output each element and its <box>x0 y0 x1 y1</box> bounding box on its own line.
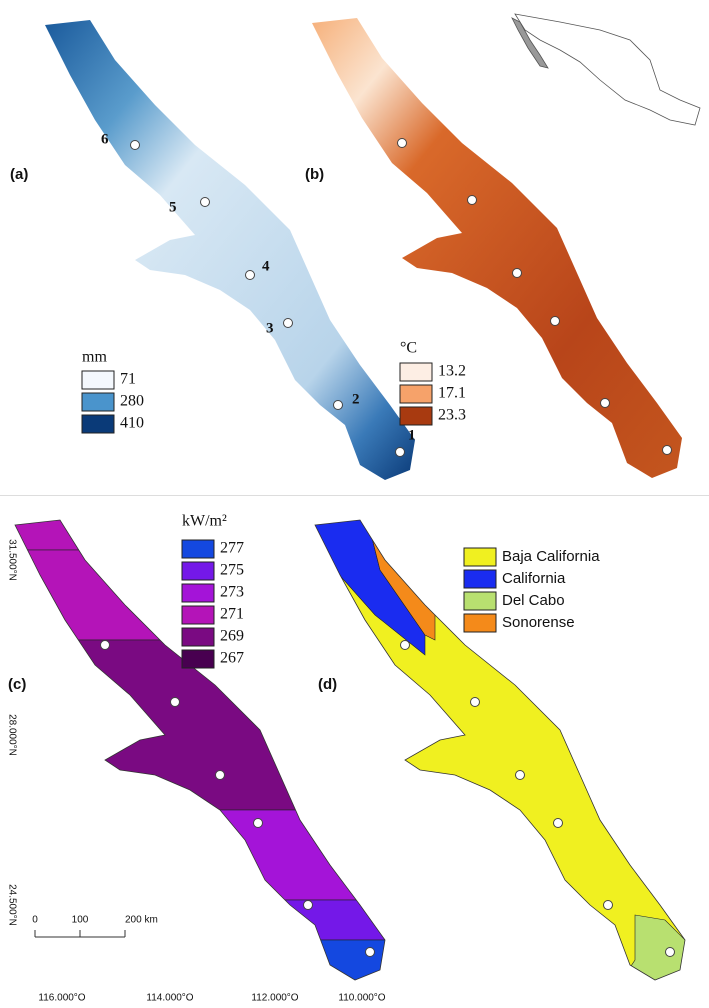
legend-swatch <box>81 414 115 434</box>
legend-swatch <box>181 583 215 603</box>
legend-swatch <box>463 547 497 567</box>
site-marker <box>515 770 525 780</box>
legend-label: 267 <box>220 650 244 667</box>
site-marker <box>665 947 675 957</box>
legend-label: 23.3 <box>438 407 466 424</box>
legend-swatch <box>181 539 215 559</box>
site-number: 2 <box>352 391 360 407</box>
radiation-zone <box>15 809 385 901</box>
site-marker <box>550 316 560 326</box>
legend-title: kW/m² <box>182 513 227 530</box>
site-marker <box>662 445 672 455</box>
site-marker <box>395 447 405 457</box>
region-zone <box>315 520 426 656</box>
site-marker <box>470 697 480 707</box>
panel-label: (a) <box>10 166 28 183</box>
legend-swatch <box>181 627 215 647</box>
legend-label: California <box>502 570 566 587</box>
panel-label: (d) <box>318 676 337 693</box>
legend-swatch <box>81 392 115 412</box>
site-marker <box>215 770 225 780</box>
legend-swatch <box>463 569 497 589</box>
site-marker <box>365 947 375 957</box>
legend-label: 410 <box>120 415 144 432</box>
legend-label: 280 <box>120 393 144 410</box>
site-marker <box>283 318 293 328</box>
mexico-inset <box>511 13 701 126</box>
latitude-label: 24.500°N <box>6 884 17 926</box>
site-marker <box>397 138 407 148</box>
scale-bar <box>34 930 126 938</box>
panel-label: (b) <box>305 166 324 183</box>
legend-label: 269 <box>220 628 244 645</box>
legend-label: 13.2 <box>438 363 466 380</box>
site-marker <box>303 900 313 910</box>
radiation-zone <box>15 899 385 941</box>
site-marker <box>603 900 613 910</box>
site-marker <box>467 195 477 205</box>
longitude-label: 116.000°O <box>38 993 85 1004</box>
legend-label: Baja California <box>502 548 600 565</box>
site-marker <box>253 818 263 828</box>
site-number: 4 <box>262 258 270 274</box>
legend-title: °C <box>400 340 417 357</box>
site-marker <box>600 398 610 408</box>
site-marker <box>100 640 110 650</box>
legend-swatch <box>181 605 215 625</box>
site-marker <box>200 197 210 207</box>
legend-swatch <box>463 613 497 633</box>
scale-label: 200 km <box>125 915 158 926</box>
site-marker <box>333 400 343 410</box>
legend-title: mm <box>82 349 107 366</box>
site-number: 5 <box>169 199 177 215</box>
site-marker <box>130 140 140 150</box>
site-marker <box>553 818 563 828</box>
legend-swatch <box>399 384 433 404</box>
radiation-zone <box>15 939 385 980</box>
scale-label: 0 <box>32 915 38 926</box>
legend-label: Del Cabo <box>502 592 565 609</box>
longitude-label: 114.000°O <box>146 993 193 1004</box>
legend-label: 277 <box>220 540 244 557</box>
legend-swatch <box>181 561 215 581</box>
site-number: 6 <box>101 131 109 147</box>
site-marker <box>512 268 522 278</box>
legend-swatch <box>463 591 497 611</box>
panel-label: (c) <box>8 676 26 693</box>
legend-swatch <box>181 649 215 669</box>
longitude-label: 112.000°O <box>251 993 298 1004</box>
legend-swatch <box>81 370 115 390</box>
divider <box>0 495 709 496</box>
radiation-zone <box>75 520 115 532</box>
site-number: 3 <box>266 320 274 336</box>
legend-label: 17.1 <box>438 385 466 402</box>
legend-swatch <box>399 362 433 382</box>
legend-label: 71 <box>120 371 136 388</box>
site-number: 1 <box>408 427 416 443</box>
site-marker <box>245 270 255 280</box>
latitude-label: 28.000°N <box>6 714 17 756</box>
latitude-label: 31.500°N <box>6 539 17 581</box>
site-marker <box>400 640 410 650</box>
scale-label: 100 <box>72 915 89 926</box>
legend-label: 275 <box>220 562 244 579</box>
site-marker <box>170 697 180 707</box>
legend-swatch <box>399 406 433 426</box>
legend-label: Sonorense <box>502 614 575 631</box>
legend-label: 271 <box>220 606 244 623</box>
legend-label: 273 <box>220 584 244 601</box>
longitude-label: 110.000°O <box>338 993 385 1004</box>
